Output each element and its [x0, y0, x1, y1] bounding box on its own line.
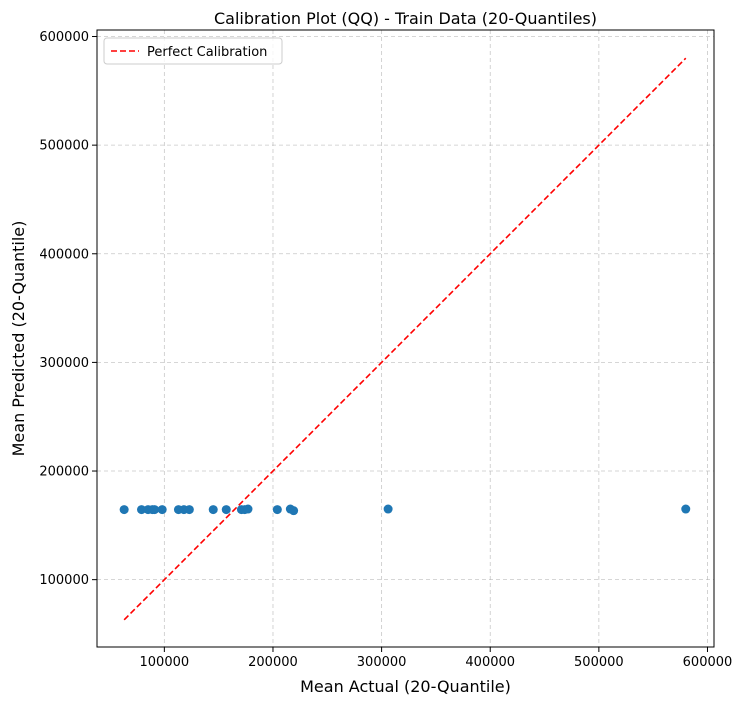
scatter-point: [208, 505, 218, 515]
scatter-point: [289, 506, 299, 516]
perfect-calibration-line: [123, 57, 687, 621]
grid: [97, 30, 714, 647]
y-tick-label: 500000: [39, 139, 89, 154]
x-axis-ticks: 100000 200000 300000 400000 500000 600000: [140, 647, 733, 670]
x-tick-label: 600000: [683, 655, 733, 670]
legend-entry-perfect-calibration: Perfect Calibration: [147, 45, 267, 60]
scatter-point: [272, 505, 282, 515]
scatter-point: [150, 505, 160, 515]
x-tick-label: 500000: [574, 655, 624, 670]
y-axis-label: Mean Predicted (20-Quantile): [9, 221, 28, 457]
y-tick-label: 400000: [39, 247, 89, 262]
plot-frame: [96, 29, 715, 648]
x-tick-label: 200000: [248, 655, 298, 670]
y-axis-ticks: 100000 200000 300000 400000 500000 600000: [39, 30, 97, 588]
legend-box: [103, 37, 283, 65]
x-tick-label: 100000: [140, 655, 190, 670]
scatter-point: [243, 504, 253, 514]
y-tick-label: 600000: [39, 30, 89, 45]
scatter-point: [383, 504, 393, 514]
y-tick-label: 300000: [39, 356, 89, 371]
x-tick-label: 300000: [357, 655, 407, 670]
chart-title: Calibration Plot (QQ) - Train Data (20-Q…: [214, 9, 597, 28]
scatter-point: [221, 505, 231, 515]
y-tick-label: 200000: [39, 465, 89, 480]
scatter-point: [137, 505, 147, 515]
y-tick-label: 100000: [39, 573, 89, 588]
x-tick-label: 400000: [465, 655, 515, 670]
scatter-point: [157, 505, 167, 515]
scatter-point: [681, 504, 691, 514]
line-series: [123, 57, 687, 621]
legend: Perfect Calibration: [103, 37, 283, 65]
x-axis-label: Mean Actual (20-Quantile): [300, 677, 511, 696]
scatter-point: [119, 505, 129, 515]
scatter-point: [184, 505, 194, 515]
scatter-series: [119, 504, 691, 516]
